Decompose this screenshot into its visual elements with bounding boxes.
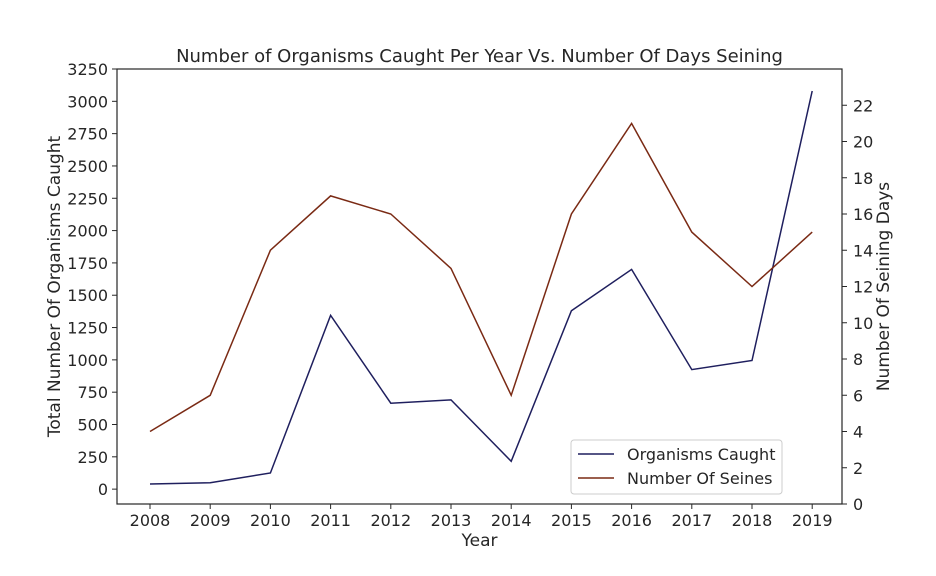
left-tick-label: 1000 [67, 351, 108, 370]
legend-label-number-of-seines: Number Of Seines [627, 469, 772, 488]
left-tick-label: 2750 [67, 125, 108, 144]
right-tick-label: 0 [853, 495, 863, 514]
right-y-axis-label: Number Of Seining Days [874, 182, 894, 391]
x-axis-label: Year [461, 531, 498, 551]
left-tick-label: 3000 [67, 92, 108, 111]
left-tick-label: 750 [77, 383, 108, 402]
right-tick-label: 6 [853, 386, 863, 405]
left-tick-label: 0 [98, 480, 108, 499]
left-y-axis: 0 250 500 750 1000 1250 1500 1750 2000 2250 2500 27… [67, 60, 117, 499]
left-tick-label: 2000 [67, 222, 108, 241]
series-line-number-of-seines [149, 121, 813, 433]
left-y-axis-label: Total Number Of Organisms Caught [45, 136, 65, 439]
left-tick-label: 3250 [67, 60, 108, 79]
right-tick-label: 16 [853, 205, 873, 224]
left-tick-label: 500 [77, 415, 108, 434]
x-tick-label: 2010 [250, 511, 291, 530]
right-tick-label: 12 [853, 278, 873, 297]
x-tick-label: 2008 [130, 511, 171, 530]
x-tick-label: 2019 [792, 511, 833, 530]
right-y-axis: 0 2 4 6 8 10 12 14 16 18 20 22 [842, 96, 873, 514]
left-tick-label: 2250 [67, 189, 108, 208]
left-tick-label: 1750 [67, 254, 108, 273]
x-tick-label: 2017 [671, 511, 712, 530]
left-tick-label: 2500 [67, 157, 108, 176]
left-tick-label: 250 [77, 448, 108, 467]
x-tick-label: 2011 [310, 511, 351, 530]
right-tick-label: 2 [853, 459, 863, 478]
x-tick-label: 2015 [551, 511, 592, 530]
right-tick-label: 4 [853, 423, 863, 442]
x-tick-label: 2012 [370, 511, 411, 530]
right-tick-label: 8 [853, 350, 863, 369]
legend-box [570, 439, 783, 495]
left-tick-label: 1250 [67, 319, 108, 338]
x-tick-label: 2018 [732, 511, 773, 530]
x-axis: 2008 2009 2010 2011 2012 2013 2014 2015 2016 2017… [130, 504, 833, 530]
right-tick-label: 10 [853, 314, 873, 333]
plot-area [149, 90, 813, 485]
x-tick-label: 2013 [431, 511, 472, 530]
right-tick-label: 18 [853, 169, 873, 188]
right-tick-label: 14 [853, 241, 873, 260]
plot-frame [116, 68, 843, 505]
legend: Organisms Caught Number Of Seines [570, 439, 783, 495]
left-tick-label: 1500 [67, 286, 108, 305]
series-line-organisms-caught [149, 90, 813, 485]
right-tick-label: 20 [853, 133, 873, 152]
chart-title: Number of Organisms Caught Per Year Vs. … [176, 46, 783, 67]
x-tick-label: 2016 [611, 511, 652, 530]
legend-label-organisms-caught: Organisms Caught [627, 445, 775, 464]
right-tick-label: 22 [853, 96, 873, 115]
x-tick-label: 2009 [190, 511, 231, 530]
x-tick-label: 2014 [491, 511, 532, 530]
